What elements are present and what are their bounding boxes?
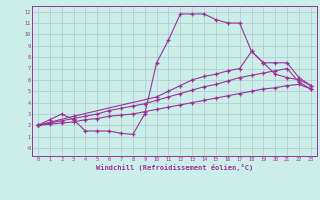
X-axis label: Windchill (Refroidissement éolien,°C): Windchill (Refroidissement éolien,°C) — [96, 164, 253, 171]
